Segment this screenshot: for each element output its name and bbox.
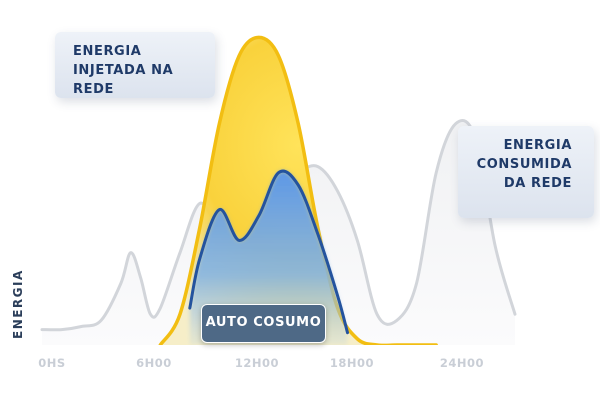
callout-consumed-energy: ENERGIA CONSUMIDA DA REDE [458, 126, 594, 218]
series-self-consumption-line [188, 169, 349, 335]
series-self-consumption-area [189, 171, 348, 345]
callout-consumed-line-1: ENERGIA [503, 138, 572, 153]
self-consumption-badge: AUTO COSUMO [201, 304, 326, 343]
callout-injected-energy: ENERGIA INJETADA NA REDE [55, 32, 215, 98]
y-axis-label: ENERGIA [11, 269, 25, 339]
callout-consumed-line-3: DA REDE [503, 176, 572, 191]
callout-injected-line-2: INJETADA NA REDE [73, 63, 174, 97]
x-tick-label: 6H00 [136, 356, 172, 370]
series-self-consumption [188, 169, 349, 345]
callout-injected-line-1: ENERGIA [73, 44, 142, 59]
x-tick-label: 0HS [38, 356, 66, 370]
x-tick-label: 18H00 [329, 356, 375, 370]
x-tick-label: 12H00 [234, 356, 280, 370]
callout-consumed-line-2: CONSUMIDA [476, 157, 572, 172]
x-tick-label: 24H00 [439, 356, 485, 370]
baseline-mask [0, 345, 600, 349]
